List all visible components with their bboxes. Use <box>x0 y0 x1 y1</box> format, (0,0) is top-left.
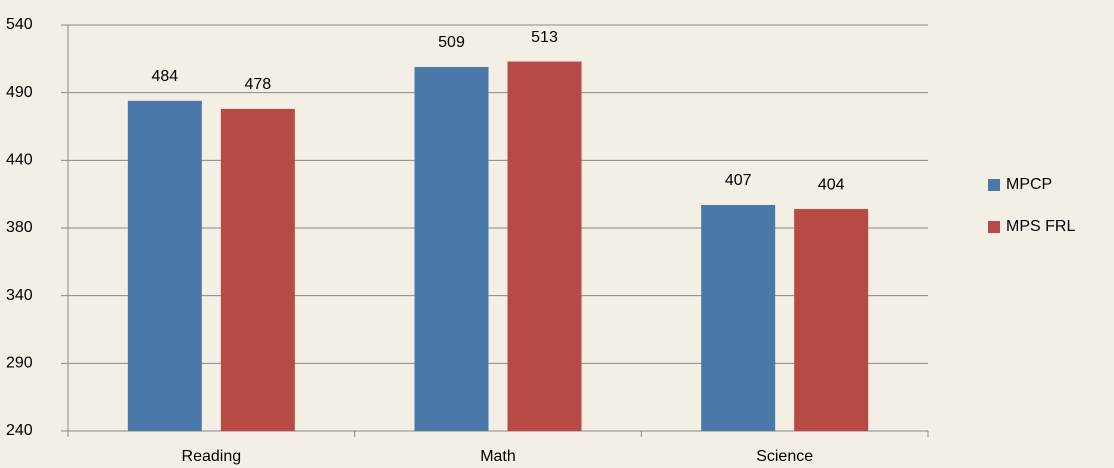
value-label: 509 <box>438 34 465 51</box>
y-tick-label: 340 <box>6 287 33 304</box>
value-label: 404 <box>818 176 845 193</box>
value-label: 484 <box>151 68 178 85</box>
x-tick-label: Math <box>480 448 516 465</box>
legend-label: MPS FRL <box>1006 218 1075 235</box>
bar <box>507 61 582 431</box>
x-tick-label: Science <box>756 448 813 465</box>
bar <box>794 209 869 431</box>
x-tick-label: Reading <box>182 448 242 465</box>
bar <box>220 108 295 431</box>
legend-swatch <box>988 179 1000 191</box>
y-tick-label: 490 <box>6 84 33 101</box>
y-tick-label: 240 <box>6 422 33 439</box>
bar <box>127 100 202 431</box>
y-tick-label: 380 <box>6 219 33 236</box>
y-tick-label: 290 <box>6 355 33 372</box>
legend-swatch <box>988 221 1000 233</box>
value-label: 478 <box>244 76 271 93</box>
y-tick-label: 440 <box>6 152 33 169</box>
bar <box>414 66 489 431</box>
legend-label: MPCP <box>1006 176 1052 193</box>
value-label: 407 <box>725 172 752 189</box>
bar <box>701 204 776 431</box>
y-tick-label: 540 <box>6 16 33 33</box>
value-label: 513 <box>531 29 558 46</box>
